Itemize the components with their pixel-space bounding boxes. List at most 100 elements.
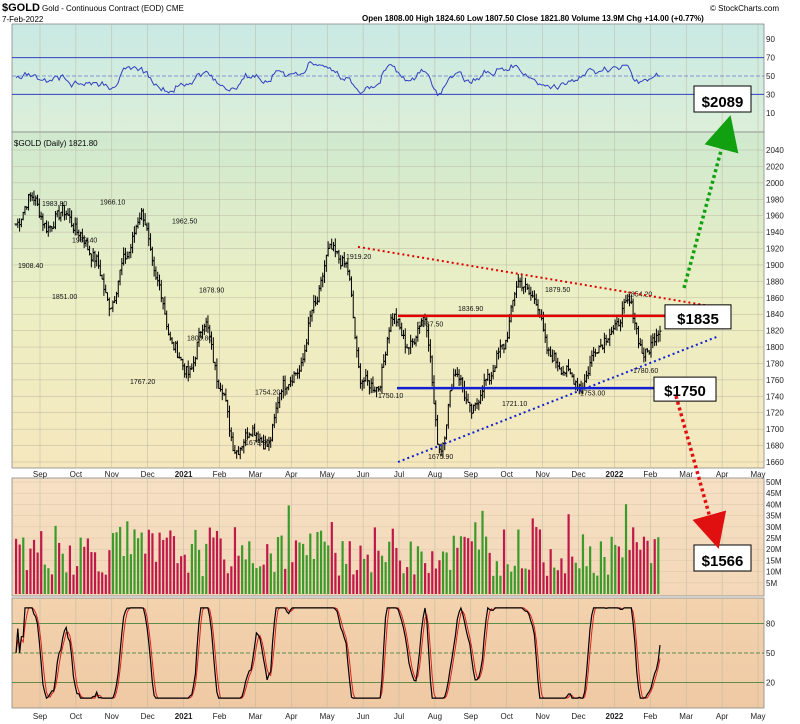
stoch-x-tick: Nov [105,712,119,721]
volume-bar [459,536,463,594]
volume-bar [43,564,46,594]
price-y-tick: 1680 [766,442,784,451]
volume-bar [635,542,638,594]
volume-bar [510,571,513,594]
price-x-tick: Sep [464,470,479,479]
price-layer: 1983.80 1966.10 1939.40 1908.40 1851.00 1962.… [14,190,662,461]
volume-bar [50,574,54,594]
volume-y-tick: 10M [766,568,782,577]
watermark: © StockCharts.com [710,4,779,13]
volume-bar [205,543,208,594]
volume-bar [176,563,179,594]
volume-bar [614,544,617,594]
volume-y-tick: 5M [766,579,777,588]
volume-bar [409,541,412,594]
volume-bar [154,561,158,594]
volume-bar [578,568,581,594]
chart-date: 7-Feb-2022 [2,15,44,24]
volume-y-tick: 35M [766,512,782,521]
volume-bar [258,566,262,594]
volume-bar [219,538,222,594]
rsi-y-tick: 90 [766,35,775,44]
price-x-tick: Mar [679,470,693,479]
price-y-tick: 1660 [766,458,784,467]
volume-bar [165,537,168,594]
volume-bar [280,535,283,594]
price-y-tick: 1920 [766,245,784,254]
price-x-tick: 2022 [606,470,624,479]
volume-bar [513,565,516,594]
volume-bar [183,554,186,594]
price-data-label: 1908.40 [18,263,43,270]
volume-bar [380,555,384,594]
volume-bar [574,562,577,594]
volume-bar [520,568,524,594]
resistance-callout-label: $1835 [677,311,719,328]
volume-bar [302,543,305,594]
volume-bar [215,530,219,594]
volume-bar [40,531,43,594]
stoch-x-tick: 2022 [606,712,624,721]
volume-bar [65,572,68,594]
volume-bar [549,549,552,594]
volume-bar [502,529,506,594]
volume-bar [413,574,416,594]
price-data-label: 1919.20 [346,254,371,261]
volume-bar [241,545,244,594]
stoch-x-tick: Dec [571,712,585,721]
volume-bar [334,552,337,594]
volume-bar [606,574,610,594]
price-data-label: 1800.80 [187,335,212,342]
volume-bar [129,554,133,594]
price-y-tick: 1760 [766,376,784,385]
volume-bar [136,538,140,594]
volume-bar [377,550,380,594]
volume-bar [359,545,362,594]
stoch-x-tick: Dec [141,712,155,721]
volume-bar [126,521,129,594]
upside-arrow [682,115,739,289]
volume-bar [162,539,165,594]
price-data-label: 1673.30 [245,440,270,447]
price-y-tick: 2000 [766,179,784,188]
volume-bar [190,543,193,594]
price-y-tick: 1720 [766,409,784,418]
price-x-tick: Aug [428,470,442,479]
stoch-y-tick: 50 [766,649,775,658]
volume-bar [187,572,190,594]
downside-target-box [693,544,752,572]
stoch-x-tick: Aug [428,712,442,721]
volume-bar [251,563,254,594]
volume-bar [255,568,258,594]
volume-bar [585,566,588,594]
volume-bar [90,552,93,594]
volume-bar [29,548,32,594]
price-x-tick: Sep [33,470,48,479]
volume-bar [197,549,201,594]
resistance-callout-box [664,304,732,330]
volume-bar [122,556,125,594]
price-x-tick: Apr [285,470,298,479]
chart-description: Gold - Continuous Contract (EOD) CME [42,4,184,13]
volume-bar [563,573,567,594]
volume-bar [22,537,25,594]
price-data-label: 1878.90 [199,287,224,294]
volume-bar [266,544,269,594]
volume-bar [506,564,509,594]
volume-bar [61,553,64,594]
volume-bar [32,539,36,594]
volume-bar [449,569,452,594]
price-y-tick: 1980 [766,195,784,204]
stoch-x-tick: Nov [535,712,549,721]
volume-bar [531,518,534,594]
upside-target-box [693,85,752,113]
price-data-label: 1780.60 [633,368,658,375]
price-data-label: 1836.90 [458,306,483,313]
volume-bar [345,563,348,594]
lower-trendline [397,335,719,463]
volume-bar [284,568,287,594]
volume-bar [323,541,326,594]
volume-bar [621,557,624,594]
volume-bar [495,561,498,594]
price-data-label: 1753.00 [580,391,605,398]
